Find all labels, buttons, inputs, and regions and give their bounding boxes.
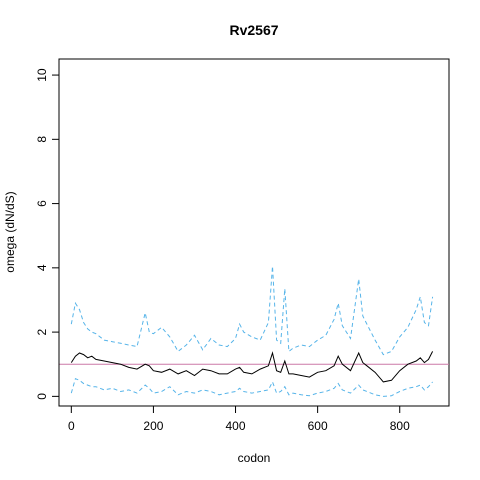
x-tick-label: 800 bbox=[390, 419, 410, 433]
x-tick-label: 200 bbox=[143, 419, 163, 433]
plot-frame bbox=[58, 58, 450, 407]
x-tick-label: 600 bbox=[308, 419, 328, 433]
series-layer bbox=[70, 266, 434, 397]
mean-line bbox=[70, 351, 434, 383]
x-axis-label: codon bbox=[238, 451, 271, 465]
x-axis: 0 200 400 600 800 bbox=[68, 405, 410, 433]
lower-ci-line bbox=[70, 378, 433, 397]
y-tick-label: 6 bbox=[35, 200, 49, 207]
x-tick-label: 400 bbox=[226, 419, 246, 433]
y-tick-label: 2 bbox=[35, 328, 49, 335]
y-axis: 0 2 4 6 8 10 bbox=[35, 68, 60, 400]
y-tick-label: 10 bbox=[35, 68, 49, 82]
x-tick-label: 0 bbox=[68, 419, 75, 433]
y-tick-label: 0 bbox=[35, 393, 49, 400]
upper-ci-line bbox=[70, 266, 434, 356]
y-tick-label: 4 bbox=[35, 264, 49, 271]
y-tick-label: 8 bbox=[35, 136, 49, 143]
chart-title: Rv2567 bbox=[229, 22, 278, 38]
y-axis-label: omega (dN/dS) bbox=[3, 191, 17, 272]
